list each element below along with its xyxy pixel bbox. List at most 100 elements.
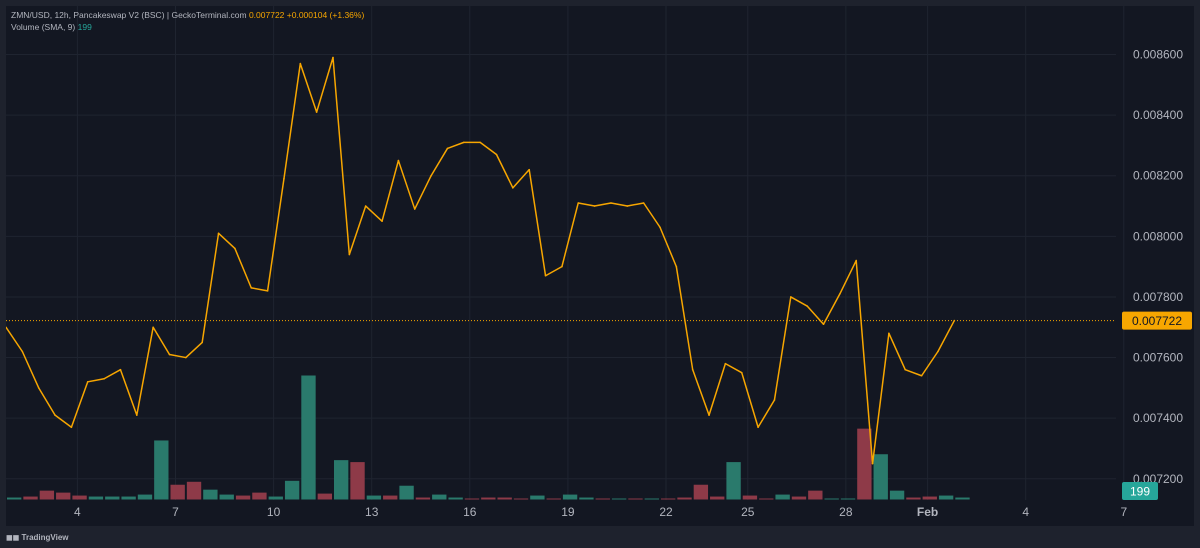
time-tick-label: 25	[741, 505, 755, 519]
last-price-tag	[1122, 311, 1192, 330]
volume-bar	[611, 498, 627, 500]
volume-bar	[955, 497, 970, 500]
volume-bar	[840, 498, 856, 500]
price-point	[822, 323, 825, 326]
volume-bar	[219, 494, 234, 500]
volume-bar	[72, 495, 87, 500]
volume-bar	[693, 484, 709, 500]
volume-bar	[562, 494, 578, 500]
volume-bar	[808, 490, 823, 500]
volume-bar	[284, 480, 300, 500]
volume-bar	[105, 496, 120, 500]
volume-value: 199	[77, 22, 92, 32]
price-point	[168, 353, 171, 356]
volume-bar	[595, 498, 610, 500]
volume-bar	[742, 495, 758, 500]
price-point	[626, 205, 629, 207]
price-change: +0.000104 (+1.36%)	[286, 10, 365, 20]
price-point	[463, 141, 465, 144]
volume-bar	[301, 375, 316, 500]
volume-bar	[710, 496, 725, 500]
price-point	[381, 220, 383, 222]
price-point	[724, 362, 727, 365]
volume-bar	[415, 497, 431, 500]
tradingview-logo[interactable]: ◼◼ TradingView	[6, 533, 69, 542]
volume-bar	[366, 495, 382, 500]
volume-bar	[432, 494, 447, 500]
legend-row-volume: Volume (SMA, 9) 199	[11, 21, 364, 33]
tradingview-label: TradingView	[21, 533, 69, 542]
volume-bar	[628, 498, 643, 500]
price-point	[234, 247, 236, 250]
price-point	[136, 414, 138, 416]
price-point	[512, 187, 514, 189]
volume-bar	[235, 495, 251, 500]
price-point	[315, 111, 318, 113]
volume-bar	[39, 490, 55, 500]
volume-bar	[481, 497, 496, 500]
price-tick-label: 0.008600	[1133, 47, 1183, 61]
price-point	[364, 205, 367, 207]
price-tick-label: 0.008000	[1133, 229, 1183, 243]
price-point	[54, 414, 56, 416]
price-point	[904, 368, 907, 371]
price-point	[70, 426, 73, 429]
time-tick-label: 4	[1022, 505, 1029, 519]
volume-bar	[546, 498, 561, 500]
grid-lines	[6, 6, 1125, 500]
plot-area[interactable]: 0.007200 0.007400 0.007600 0.007800 0.008000…	[5, 6, 1194, 526]
volume-bar	[513, 498, 529, 500]
volume-bar	[252, 492, 267, 500]
price-point	[659, 226, 661, 229]
price-point	[250, 287, 253, 289]
price-point	[201, 341, 203, 344]
last-price-tag-label: 0.007722	[1132, 314, 1182, 328]
volume-bar	[268, 496, 283, 500]
price-point	[299, 62, 302, 65]
volume-bar	[203, 489, 218, 500]
price-point	[855, 259, 857, 262]
volume-bar	[922, 496, 937, 500]
symbol-label: ZMN/USD, 12h, Pancakeswap V2 (BSC) | Gec…	[11, 10, 247, 20]
volume-bar	[399, 485, 414, 500]
price-point	[5, 326, 7, 329]
time-tick-label: Feb	[917, 505, 938, 519]
price-point	[871, 462, 874, 465]
price-chart[interactable]: 0.0072000.0074000.0076000.0078000.008000…	[5, 6, 1194, 526]
volume-bar	[579, 497, 594, 500]
time-tick-label: 16	[463, 505, 477, 519]
volume-bar	[759, 498, 774, 500]
price-point	[593, 205, 596, 207]
price-point	[528, 168, 530, 171]
volume-bar	[350, 462, 365, 500]
price-point	[266, 290, 269, 292]
time-tick-label: 19	[561, 505, 575, 519]
price-point	[708, 414, 710, 416]
price-point	[691, 368, 694, 371]
price-point	[413, 208, 416, 210]
volume-bar	[448, 497, 463, 500]
volume-bar	[644, 498, 659, 500]
price-point	[37, 387, 40, 389]
price-point	[348, 253, 351, 256]
price-tick-label: 0.007600	[1133, 351, 1183, 365]
price-point	[152, 326, 154, 329]
volume-bar	[170, 484, 185, 500]
price-point	[332, 56, 334, 59]
volume-bar	[137, 494, 153, 500]
time-axis: 4 7 10 13 16 19 22 25 28 Feb 4 7	[74, 505, 1127, 519]
price-point	[495, 153, 498, 156]
price-point	[283, 177, 285, 180]
time-tick-label: 7	[172, 505, 179, 519]
tradingview-icon: ◼◼	[6, 533, 20, 542]
price-point	[806, 305, 808, 307]
price-point	[577, 202, 580, 204]
volume-bar	[154, 440, 169, 500]
price-point	[561, 265, 563, 268]
volume-bar	[7, 497, 22, 500]
price-point	[119, 368, 122, 371]
volume-bar	[857, 428, 872, 500]
volume-bar	[661, 498, 676, 500]
volume-bar	[497, 497, 512, 500]
volume-bar	[121, 496, 136, 500]
